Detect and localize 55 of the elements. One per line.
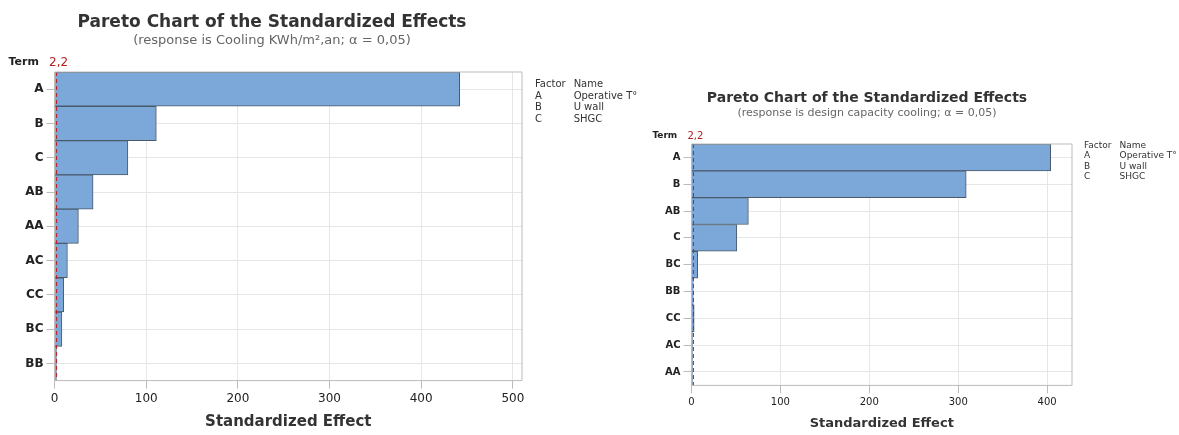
y-tick-label: C bbox=[673, 231, 681, 243]
x-tick-label: 300 bbox=[318, 390, 341, 405]
y-tick-label: BB bbox=[25, 355, 44, 370]
text: C bbox=[535, 112, 543, 124]
y-tick-label: CC bbox=[665, 311, 681, 323]
chart-subtitle: (response is Cooling KWh/m²,an; α = 0,05) bbox=[133, 31, 411, 47]
x-tick-label: 100 bbox=[134, 390, 158, 405]
text: A bbox=[1084, 150, 1092, 161]
ref-line-label: 2,2 bbox=[687, 129, 704, 141]
y-tick-label: C bbox=[34, 149, 44, 164]
x-tick-label: 200 bbox=[859, 395, 879, 407]
chart-title: Pareto Chart of the Standardized Effects bbox=[706, 89, 1028, 106]
x-tick-label: 0 bbox=[50, 390, 59, 405]
x-axis-title: Standardized Effect bbox=[809, 414, 954, 430]
y-tick-label: A bbox=[34, 81, 45, 96]
y-tick-label: AB bbox=[25, 184, 44, 199]
text: SHGC bbox=[1119, 171, 1147, 182]
y-tick-label: AC bbox=[665, 338, 681, 350]
text: B bbox=[1084, 160, 1092, 172]
text: SHGC bbox=[573, 112, 604, 124]
text: Operative T° bbox=[1119, 150, 1177, 161]
x-tick-label: 400 bbox=[1037, 395, 1057, 407]
text: A bbox=[535, 89, 543, 101]
y-tick-label: AA bbox=[25, 218, 45, 233]
x-tick-label: 100 bbox=[770, 395, 790, 407]
x-tick-label: 200 bbox=[226, 390, 250, 405]
y-tick-label: AA bbox=[664, 365, 681, 377]
x-tick-label: 300 bbox=[948, 395, 968, 407]
y-tick-label: A bbox=[672, 151, 681, 162]
y-tick-label: BB bbox=[665, 285, 681, 297]
y-tick-label: B bbox=[34, 115, 44, 130]
text: Name bbox=[573, 78, 605, 90]
y-tick-label: AC bbox=[25, 252, 44, 267]
text: B bbox=[535, 101, 543, 113]
text: U wall bbox=[573, 101, 605, 113]
chart-title: Pareto Chart of the Standardized Effects bbox=[77, 10, 467, 31]
y-axis-title: Term bbox=[652, 129, 678, 140]
y-tick-label: B bbox=[672, 177, 681, 189]
y-tick-label: CC bbox=[25, 287, 44, 301]
text: U wall bbox=[1119, 160, 1148, 172]
text: C bbox=[1084, 171, 1092, 182]
y-tick-label: AB bbox=[665, 204, 681, 216]
text: Factor bbox=[1084, 140, 1112, 151]
y-tick-label: BC bbox=[665, 258, 681, 270]
x-tick-label: 400 bbox=[409, 390, 433, 405]
text: Factor bbox=[535, 78, 566, 90]
y-tick-label: BC bbox=[25, 321, 44, 336]
x-tick-label: 0 bbox=[688, 395, 695, 407]
chart-subtitle: (response is design capacity cooling; α = 0,05) bbox=[737, 106, 997, 120]
y-axis-title: Term bbox=[8, 55, 39, 69]
x-tick-label: 500 bbox=[501, 390, 525, 405]
ref-line-label: 2,2 bbox=[49, 55, 69, 70]
text: Name bbox=[1119, 140, 1148, 151]
x-axis-title: Standardized Effect bbox=[205, 411, 372, 430]
text: Operative T° bbox=[573, 89, 638, 101]
